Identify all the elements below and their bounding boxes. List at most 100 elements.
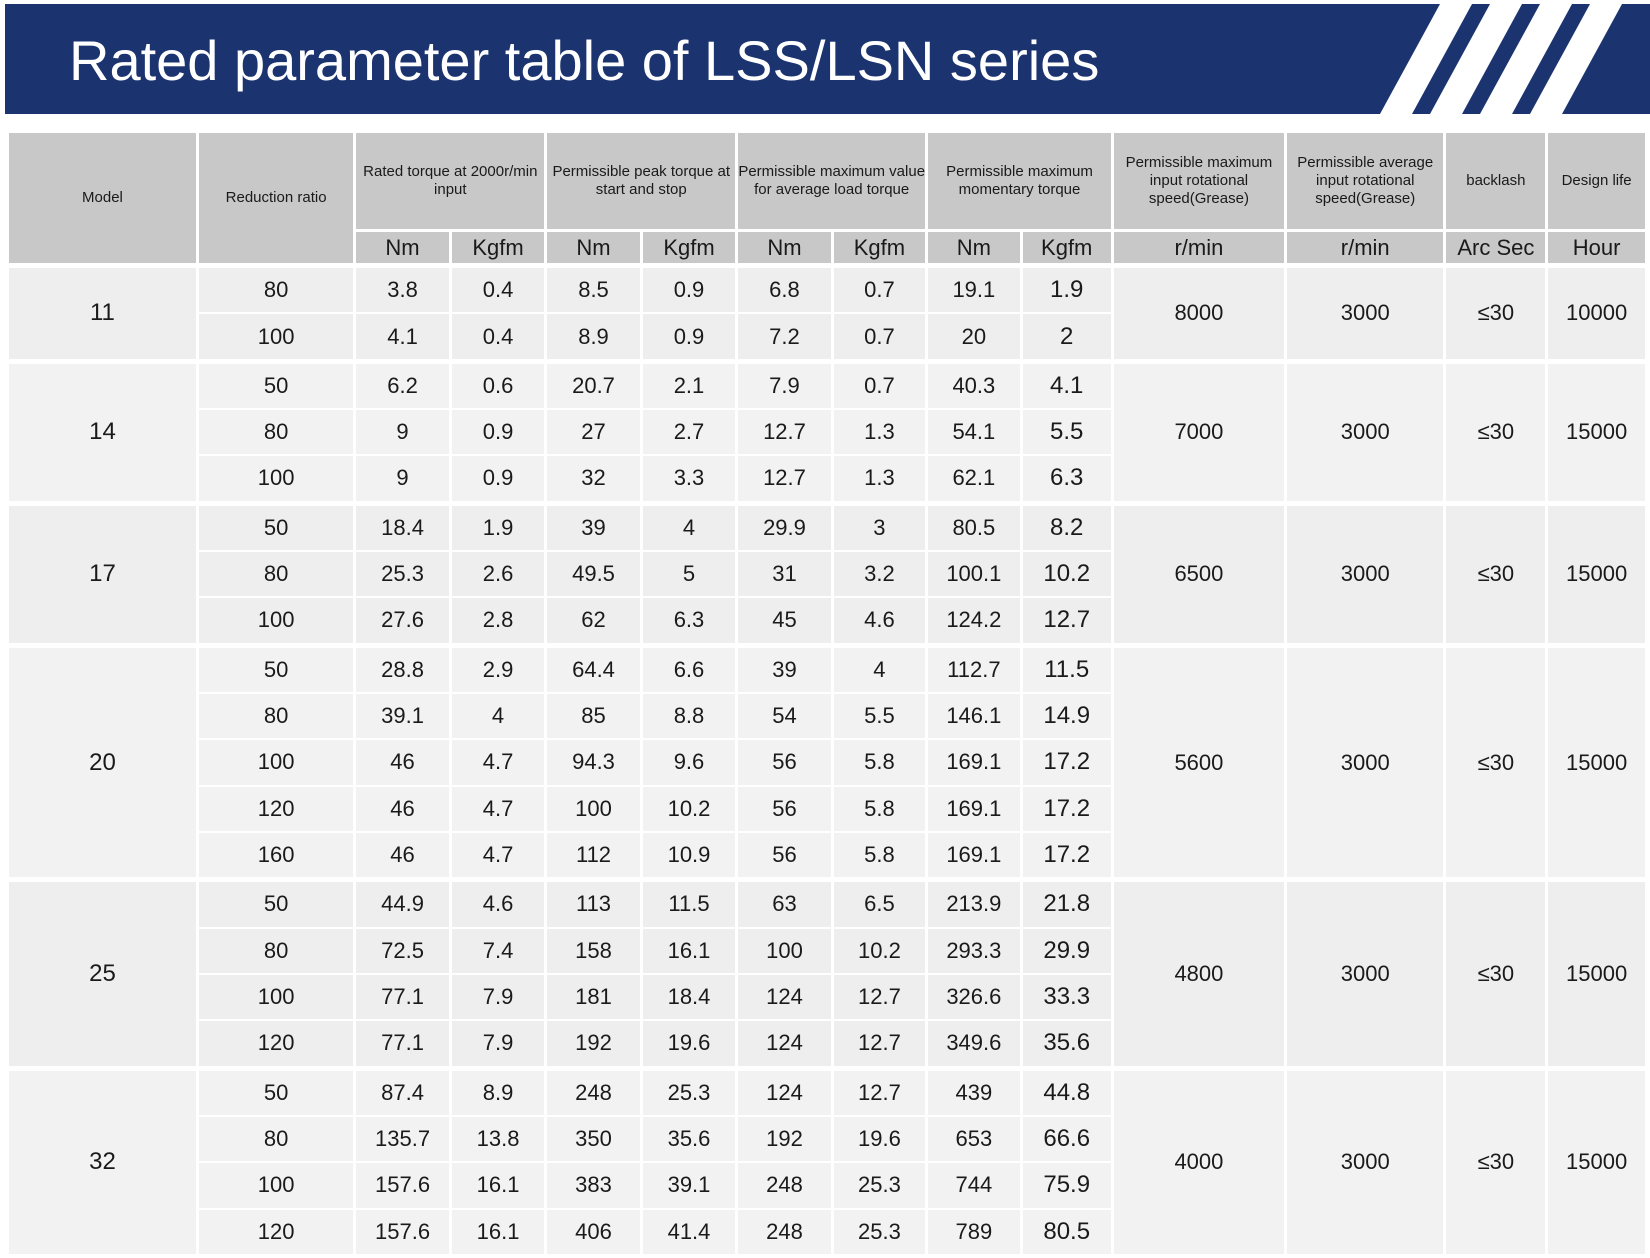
design-life-cell: 15000 (1545, 1065, 1648, 1254)
average-load-torque-kgfm-cell: 5.5 (830, 691, 929, 740)
rated-torque-kgfm-cell: 4.7 (448, 784, 548, 832)
model-cell: 14 (6, 358, 199, 504)
rated-torque-kgfm-cell: 13.8 (448, 1114, 548, 1163)
momentary-torque-kgfm-cell: 21.8 (1019, 877, 1114, 928)
average-input-speed-cell: 3000 (1283, 877, 1447, 1069)
max-input-speed-cell: 8000 (1110, 263, 1287, 362)
average-load-torque-kgfm-cell: 25.3 (830, 1207, 929, 1254)
peak-torque-kgfm-cell: 39.1 (639, 1161, 739, 1209)
rated-torque-nm-cell: 77.1 (353, 1019, 452, 1069)
momentary-torque-nm-cell: 326.6 (925, 972, 1023, 1021)
peak-torque-kgfm-cell: 16.1 (639, 926, 739, 974)
model-cell: 25 (6, 877, 199, 1069)
average-load-torque-nm-cell: 7.9 (735, 358, 834, 409)
momentary-torque-nm-cell: 80.5 (925, 500, 1023, 551)
momentary-torque-nm-cell: 146.1 (925, 691, 1023, 740)
momentary-torque-nm-cell: 293.3 (925, 926, 1023, 974)
average-load-torque-nm-cell: 63 (735, 877, 834, 928)
model-group-11: 11 80 3.8 0.4 8.5 0.9 6.8 0.7 19.1 1.9 8000 3000 ≤30… (6, 263, 1648, 362)
rated-torque-kgfm-cell: 0.4 (448, 263, 548, 314)
reduction-ratio-cell: 80 (195, 549, 357, 598)
momentary-torque-kgfm-cell: 14.9 (1019, 691, 1114, 740)
average-load-torque-nm-cell: 192 (735, 1114, 834, 1163)
rated-torque-nm-cell: 4.1 (353, 312, 452, 362)
peak-torque-kgfm-cell: 11.5 (639, 877, 739, 928)
average-load-torque-kgfm-cell: 4.6 (830, 596, 929, 646)
rated-torque-nm-cell: 39.1 (353, 691, 452, 740)
rated-torque-kgfm-cell: 4 (448, 691, 548, 740)
average-load-torque-nm-cell: 31 (735, 549, 834, 598)
peak-torque-kgfm-cell: 9.6 (639, 738, 739, 786)
unit-rpm: r/min (1110, 229, 1287, 267)
momentary-torque-kgfm-cell: 44.8 (1019, 1065, 1114, 1116)
momentary-torque-nm-cell: 62.1 (925, 454, 1023, 504)
rated-torque-kgfm-cell: 4.7 (448, 738, 548, 786)
rated-torque-kgfm-cell: 7.9 (448, 972, 548, 1021)
average-load-torque-nm-cell: 124 (735, 972, 834, 1021)
reduction-ratio-cell: 50 (195, 358, 357, 409)
unit-kgfm: Kgfm (1019, 229, 1114, 267)
peak-torque-kgfm-cell: 6.6 (639, 642, 739, 693)
peak-torque-nm-cell: 62 (544, 596, 643, 646)
average-load-torque-nm-cell: 39 (735, 642, 834, 693)
rated-torque-kgfm-cell: 16.1 (448, 1207, 548, 1254)
peak-torque-kgfm-cell: 6.3 (639, 596, 739, 646)
unit-rpm: r/min (1283, 229, 1447, 267)
reduction-ratio-cell: 120 (195, 1019, 357, 1069)
design-life-cell: 15000 (1545, 642, 1648, 880)
unit-nm: Nm (925, 229, 1023, 267)
peak-torque-kgfm-cell: 2.1 (639, 358, 739, 409)
peak-torque-nm-cell: 192 (544, 1019, 643, 1069)
backlash-cell: ≤30 (1443, 500, 1549, 646)
unit-kgfm: Kgfm (639, 229, 739, 267)
reduction-ratio-cell: 80 (195, 1114, 357, 1163)
peak-torque-kgfm-cell: 8.8 (639, 691, 739, 740)
average-load-torque-kgfm-cell: 12.7 (830, 1065, 929, 1116)
design-life-cell: 10000 (1545, 263, 1648, 362)
momentary-torque-nm-cell: 653 (925, 1114, 1023, 1163)
peak-torque-kgfm-cell: 4 (639, 500, 739, 551)
model-group-14: 14 50 6.2 0.6 20.7 2.1 7.9 0.7 40.3 4.1 7000 3000 ≤3… (6, 358, 1648, 504)
peak-torque-nm-cell: 20.7 (544, 358, 643, 409)
table-row: 100 4.1 0.4 8.9 0.9 7.2 0.7 20 2 (8, 312, 1647, 362)
peak-torque-kgfm-cell: 3.3 (639, 454, 739, 504)
average-load-torque-kgfm-cell: 0.7 (830, 312, 929, 362)
peak-torque-kgfm-cell: 41.4 (639, 1207, 739, 1254)
rated-torque-nm-cell: 27.6 (353, 596, 452, 646)
average-load-torque-kgfm-cell: 12.7 (830, 972, 929, 1021)
reduction-ratio-cell: 80 (195, 407, 357, 456)
reduction-ratio-cell: 100 (195, 972, 357, 1021)
momentary-torque-nm-cell: 169.1 (925, 830, 1023, 880)
peak-torque-nm-cell: 248 (544, 1065, 643, 1116)
reduction-ratio-cell: 120 (195, 784, 357, 832)
average-load-torque-nm-cell: 100 (735, 926, 834, 974)
average-load-torque-kgfm-cell: 3.2 (830, 549, 929, 598)
peak-torque-kgfm-cell: 18.4 (639, 972, 739, 1021)
reduction-ratio-cell: 50 (195, 877, 357, 928)
peak-torque-nm-cell: 158 (544, 926, 643, 974)
peak-torque-nm-cell: 32 (544, 454, 643, 504)
rated-torque-nm-cell: 18.4 (353, 500, 452, 551)
average-load-torque-kgfm-cell: 10.2 (830, 926, 929, 974)
reduction-ratio-cell: 50 (195, 500, 357, 551)
rated-torque-nm-cell: 135.7 (353, 1114, 452, 1163)
momentary-torque-kgfm-cell: 17.2 (1019, 784, 1114, 832)
backlash-cell: ≤30 (1443, 263, 1549, 362)
rated-torque-nm-cell: 9 (353, 407, 452, 456)
rated-torque-kgfm-cell: 2.9 (448, 642, 548, 693)
table-row: 11 80 3.8 0.4 8.5 0.9 6.8 0.7 19.1 1.9 8000 3000 ≤30… (6, 263, 1648, 362)
rated-torque-nm-cell: 46 (353, 784, 452, 832)
header-reduction-ratio: Reduction ratio (195, 130, 357, 267)
table-row: 32 50 87.4 8.9 248 25.3 124 12.7 439 44.8 4000 3000… (6, 1065, 1648, 1254)
table-row: 14 50 6.2 0.6 20.7 2.1 7.9 0.7 40.3 4.1 7000 3000 ≤3… (6, 358, 1648, 504)
momentary-torque-kgfm-cell: 66.6 (1019, 1114, 1114, 1163)
backlash-cell: ≤30 (1443, 877, 1549, 1069)
page-title: Rated parameter table of LSS/LSN series (69, 29, 1100, 92)
average-load-torque-kgfm-cell: 3 (830, 500, 929, 551)
unit-arc-sec: Arc Sec (1443, 229, 1549, 267)
reduction-ratio-cell: 100 (195, 738, 357, 786)
peak-torque-nm-cell: 100 (544, 784, 643, 832)
average-load-torque-nm-cell: 248 (735, 1207, 834, 1254)
momentary-torque-kgfm-cell: 2 (1019, 312, 1114, 362)
table-row: 100 9 0.9 32 3.3 12.7 1.3 62.1 6.3 (8, 454, 1647, 504)
